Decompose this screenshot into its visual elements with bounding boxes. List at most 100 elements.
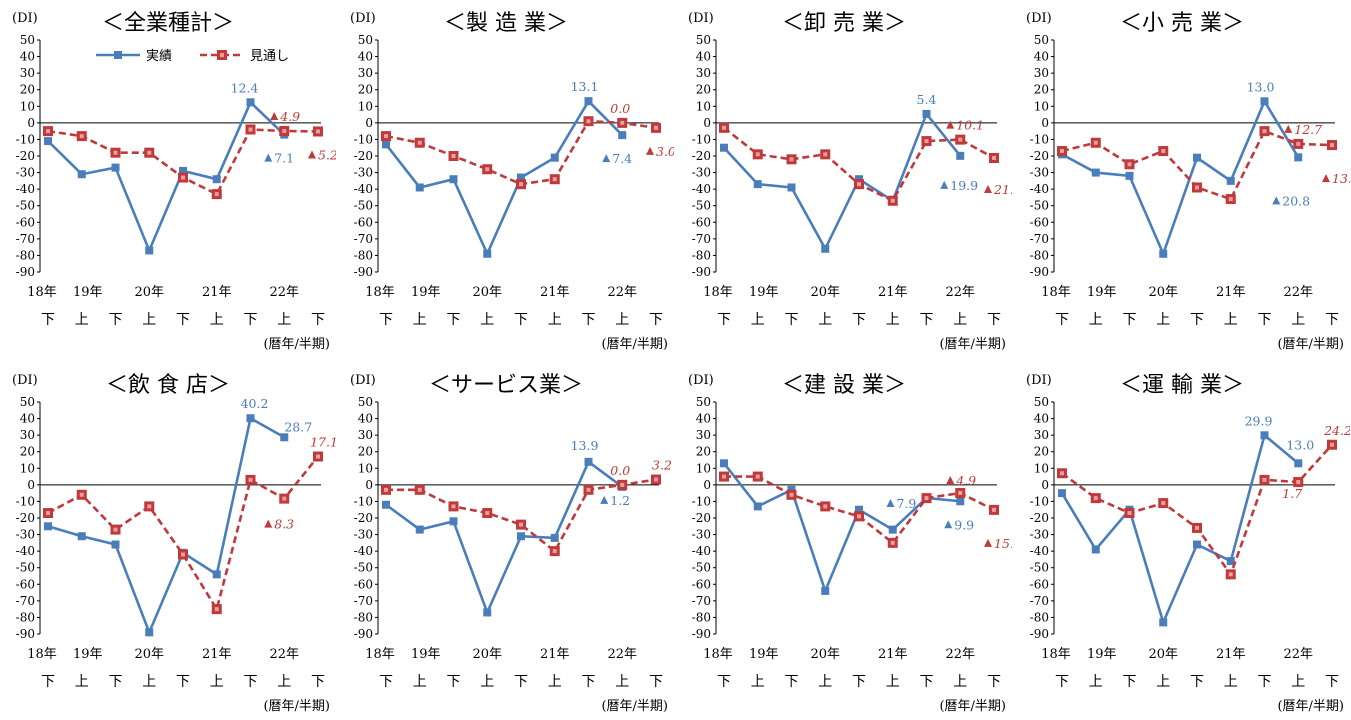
x-half-label: 上 [818, 312, 832, 328]
series-line-actual [1061, 98, 1300, 258]
data-label: 5.2 [318, 147, 336, 162]
data-point-actual [145, 628, 154, 637]
y-tick-label: 50 [358, 395, 373, 409]
chart-title: ＜サービス業＞ [429, 373, 583, 398]
y-tick-label: -60 [16, 215, 35, 229]
x-year-label: 22年 [269, 647, 299, 662]
data-point-forecast-inner [857, 182, 861, 187]
data-point-actual [1226, 176, 1235, 185]
x-half-label: 下 [1123, 674, 1137, 690]
y-tick-label: -20 [1030, 149, 1049, 163]
data-point-forecast-inner [620, 482, 625, 487]
x-half-label: 下 [1190, 674, 1204, 690]
y-tick-label: 20 [1034, 445, 1049, 459]
x-half-label: 下 [41, 312, 55, 328]
data-point-actual [483, 608, 492, 617]
data-point-actual [111, 540, 120, 549]
x-half-label: 下 [717, 674, 731, 690]
x-year-label: 18年 [1041, 285, 1071, 300]
y-tick-label: -30 [1030, 166, 1049, 180]
x-half-label: 下 [852, 674, 866, 690]
data-point-forecast-inner [755, 152, 760, 157]
y-tick-label: 10 [20, 461, 35, 475]
series-line-actual [47, 416, 285, 636]
data-label: 24.2 [1323, 423, 1350, 438]
data-label: 20.8 [1282, 193, 1310, 208]
chart-svg: (DI) ＜運 輸 業＞ 50 40 30 20 10 0 -10 -20 -30 -40 -50 -60… [1026, 373, 1350, 714]
x-year-label: 19年 [749, 285, 779, 300]
chart-panel: (DI) ＜建 設 業＞ 50 40 30 20 10 0 -10 -20 -30 -40 -50 -60… [676, 362, 1012, 717]
x-half-label: 上 [1291, 674, 1305, 690]
data-label: 21.2 [993, 182, 1012, 197]
y-tick-label: -30 [692, 528, 711, 542]
data-label: 4.9 [279, 109, 300, 124]
y-tick-label: 30 [20, 66, 35, 80]
data-point-forecast-inner [46, 129, 50, 134]
y-tick-label: 0 [27, 116, 35, 130]
data-point-forecast-inner [248, 477, 253, 482]
data-point-actual [956, 497, 965, 506]
data-label: 3.0 [656, 144, 674, 159]
x-year-label: 18年 [703, 285, 733, 300]
chart-panel: (DI) ＜サービス業＞ 50 40 30 20 10 0 -10 -20 -30 -40 -50 -60… [338, 362, 674, 717]
x-half-label: 上 [953, 312, 967, 328]
data-label: 12.7 [1294, 122, 1322, 137]
x-half-label: 上 [277, 674, 291, 690]
x-year-label: 19年 [73, 647, 103, 662]
data-point-actual [584, 97, 593, 106]
x-year-label: 19年 [73, 285, 103, 300]
data-point-forecast-inner [1262, 477, 1267, 482]
chart-panel: (DI) ＜小 売 業＞ 50 40 30 20 10 0 -10 -20 -30 -40 -50 -60… [1014, 0, 1350, 355]
data-label: 17.1 [310, 435, 336, 450]
x-half-label: 下 [920, 312, 934, 328]
x-half-label: 下 [109, 674, 123, 690]
chart-title: ＜製 造 業＞ [444, 11, 568, 36]
y-tick-label: -50 [1030, 561, 1049, 575]
y-tick-label: -20 [354, 511, 373, 525]
y-tick-label: 50 [20, 395, 35, 409]
data-label: 13.1 [571, 79, 599, 94]
data-point-actual [44, 522, 52, 531]
data-point-forecast-inner [519, 182, 523, 187]
y-tick-label: 30 [1034, 66, 1049, 80]
negative-marker-icon [1322, 174, 1330, 183]
x-year-label: 18年 [365, 285, 395, 300]
x-year-label: 20年 [1148, 647, 1178, 662]
y-tick-label: 0 [703, 116, 711, 130]
y-tick-label: -20 [692, 149, 711, 163]
x-half-label: 上 [480, 674, 494, 690]
data-point-actual [246, 414, 255, 423]
y-tick-label: -60 [354, 215, 373, 229]
data-point-forecast-inner [417, 487, 422, 492]
data-label: 7.4 [612, 151, 632, 166]
data-point-actual [1294, 459, 1303, 468]
data-point-actual [821, 244, 830, 253]
x-half-label: 下 [1123, 312, 1137, 328]
data-point-forecast-inner [519, 522, 523, 527]
data-point-actual [787, 183, 796, 192]
y-tick-label: 20 [696, 445, 711, 459]
x-half-label: 下 [176, 312, 190, 328]
data-point-actual [517, 173, 525, 182]
data-point-actual [449, 175, 458, 184]
data-point-forecast-inner [755, 474, 760, 479]
data-label: 7.9 [897, 496, 917, 511]
x-half-label: 下 [176, 674, 190, 690]
series-line-actual [1060, 433, 1300, 627]
y-tick-label: -40 [354, 544, 373, 558]
x-year-label: 22年 [607, 285, 637, 300]
y-tick-label: 0 [1041, 116, 1049, 130]
data-point-forecast-inner [1093, 496, 1098, 501]
data-point-actual [1193, 153, 1201, 162]
x-year-label: 19年 [411, 285, 441, 300]
data-point-actual [246, 98, 255, 107]
data-point-forecast-inner [1195, 185, 1199, 190]
y-tick-label: -80 [16, 248, 35, 262]
x-half-label: 上 [615, 312, 629, 328]
x-half-label: 上 [75, 312, 89, 328]
y-tick-label: 10 [20, 99, 35, 113]
data-point-actual [1226, 557, 1235, 566]
data-label: 13.4 [1332, 171, 1350, 186]
chart-title: ＜卸 売 業＞ [782, 11, 906, 36]
negative-marker-icon [308, 150, 316, 159]
